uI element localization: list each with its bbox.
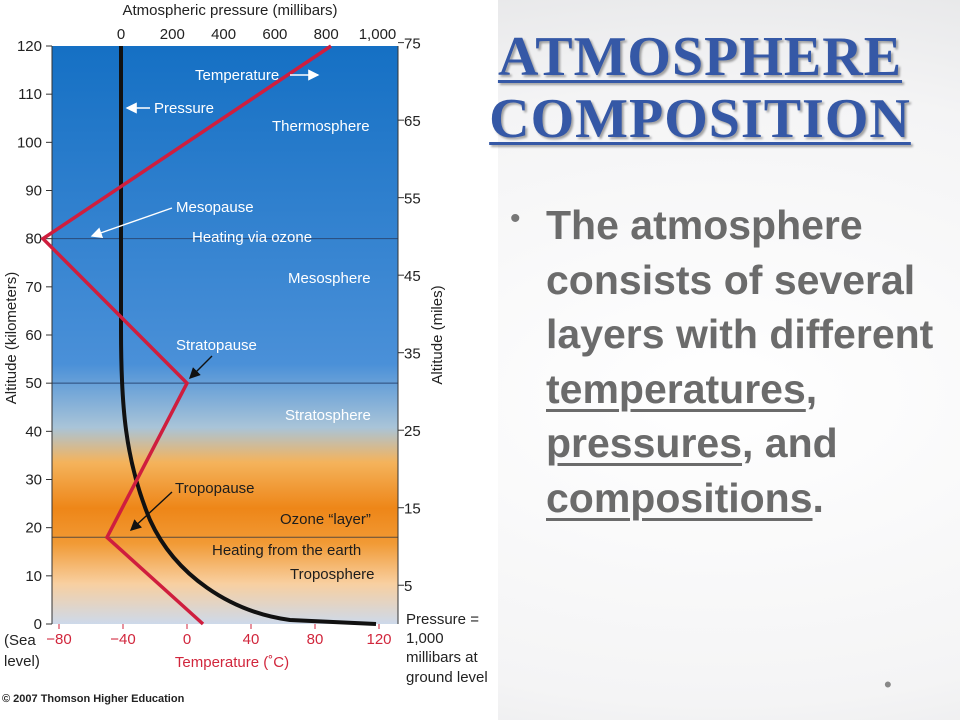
arrow-tropopause: [129, 491, 173, 531]
bottom-tick-label: 40: [243, 631, 260, 648]
label-troposphere: Troposphere: [290, 566, 375, 583]
left-tick-label: 60: [25, 327, 42, 344]
left-tick-label: 30: [25, 472, 42, 489]
top-axis-title: Atmospheric pressure (millibars): [122, 2, 337, 19]
slide-title-line-1: ATMOSPHERE: [497, 26, 903, 88]
label-mesopause: Mesopause: [176, 199, 254, 216]
link-temperatures[interactable]: temperatures: [546, 365, 806, 412]
label-heating-via-ozone: Heating via ozone: [192, 229, 312, 246]
pressure-curve: [119, 46, 377, 626]
arrow-stratopause: [189, 355, 213, 379]
bottom-tick-label: −80: [46, 631, 71, 648]
pressure-note-3: millibars at: [406, 649, 479, 666]
bullet-intro: The atmosphere consists of several layer…: [546, 202, 934, 357]
corner-bullet-dot: •: [884, 672, 892, 697]
bottom-tick-label: −40: [110, 631, 135, 648]
left-tick-label: 40: [25, 423, 42, 440]
right-axis-title: Altitude (miles): [429, 285, 446, 384]
label-tropopause: Tropopause: [175, 480, 255, 497]
slide-title-line-2: COMPOSITION: [489, 88, 911, 150]
bullet-sep-2: , and: [742, 420, 838, 466]
label-heating-from-earth: Heating from the earth: [212, 542, 361, 559]
left-tick-label: 20: [25, 520, 42, 537]
pressure-note-2: 1,000: [406, 630, 444, 647]
left-tick-label: 100: [17, 134, 42, 151]
bullet-sep-1: ,: [805, 365, 818, 412]
pressure-note-1: Pressure =: [406, 611, 479, 628]
bullet-end: .: [812, 474, 824, 521]
right-tick-label: 75: [404, 36, 421, 53]
right-tick-label: 55: [404, 191, 421, 208]
left-tick-label: 80: [25, 231, 42, 248]
top-tick-label: 1,000: [359, 26, 397, 43]
bullet-marker: •: [510, 202, 521, 235]
top-tick-label: 800: [314, 26, 339, 43]
top-tick-label: 200: [160, 26, 185, 43]
arrow-mesopause: [90, 207, 173, 239]
right-tick-label: 45: [404, 268, 421, 285]
left-axis-title: Altitude (kilometers): [3, 272, 20, 405]
right-axis-ticks: 5 15 25 35 45 55 65 75: [398, 36, 421, 595]
bottom-axis-title: Temperature (˚C): [175, 654, 289, 671]
temperature-line: [40, 44, 332, 626]
sea-level-label-2: level): [4, 653, 40, 670]
right-tick-label: 15: [404, 501, 421, 518]
bottom-tick-label: 80: [307, 631, 324, 648]
left-tick-label: 0: [34, 616, 42, 633]
label-pressure: Pressure: [154, 100, 214, 117]
left-tick-label: 110: [18, 86, 42, 103]
slide-title: ATMOSPHERE COMPOSITION: [470, 26, 930, 150]
left-axis-ticks: 0 10 20 30 40 50 60 70 80 90 100 110 120: [17, 38, 52, 633]
left-tick-label: 90: [25, 183, 42, 200]
label-thermosphere: Thermosphere: [272, 118, 370, 135]
bullet-item: The atmosphere consists of several layer…: [546, 198, 936, 525]
pressure-note-4: ground level: [406, 669, 488, 686]
top-tick-label: 0: [117, 26, 125, 43]
top-axis-ticks: 0 200 400 600 800 1,000: [117, 26, 396, 43]
atmosphere-figure: 0 10 20 30 40 50 60 70 80 90 100 110 120 Altitude (k…: [2, 2, 488, 705]
right-tick-label: 65: [404, 113, 421, 130]
sea-level-label-1: (Sea: [4, 632, 36, 649]
bottom-tick-label: 120: [366, 631, 391, 648]
right-tick-label: 35: [404, 346, 421, 363]
bottom-axis-ticks: −80 −40 0 40 80 120: [46, 624, 392, 648]
label-ozone-layer: Ozone “layer”: [280, 511, 371, 528]
label-temperature: Temperature: [195, 67, 279, 84]
left-tick-label: 120: [17, 38, 42, 55]
layer-boundaries: [52, 238, 398, 538]
label-stratosphere: Stratosphere: [285, 407, 371, 424]
top-tick-label: 600: [262, 26, 287, 43]
top-tick-label: 400: [211, 26, 236, 43]
right-tick-label: 5: [404, 578, 412, 595]
left-tick-label: 50: [25, 375, 42, 392]
left-tick-label: 70: [25, 279, 42, 296]
link-compositions[interactable]: compositions: [546, 474, 813, 521]
right-tick-label: 25: [404, 423, 421, 440]
label-mesosphere: Mesosphere: [288, 270, 371, 287]
plot-background: [52, 46, 398, 624]
link-pressures[interactable]: pressures: [546, 420, 743, 466]
bottom-tick-label: 0: [183, 631, 191, 648]
copyright-text: © 2007 Thomson Higher Education: [2, 693, 185, 705]
left-tick-label: 10: [25, 568, 42, 585]
label-stratopause: Stratopause: [176, 337, 257, 354]
